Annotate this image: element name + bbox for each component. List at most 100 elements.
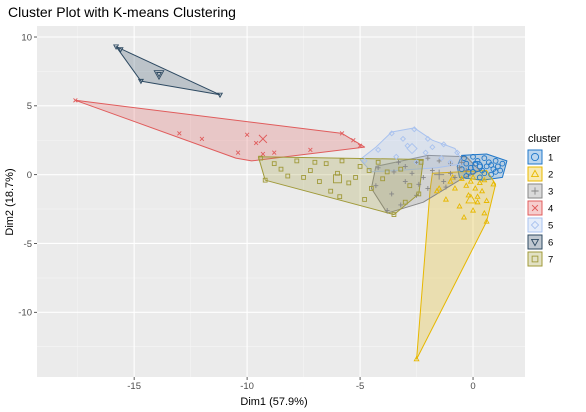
cluster-7-point xyxy=(312,159,318,165)
y-tick-label: 5 xyxy=(27,101,32,112)
cluster-1-point xyxy=(499,160,506,167)
cluster-2-point xyxy=(447,178,454,184)
y-axis-title: Dim2 (18.7%) xyxy=(4,168,16,235)
cluster-7-center xyxy=(333,174,342,184)
cluster-5-point xyxy=(393,153,400,160)
cluster-2-point xyxy=(463,182,470,188)
cluster-6-point xyxy=(155,72,163,78)
legend-key-7 xyxy=(527,251,543,267)
legend: cluster 1 2 3 4 5 6 7 xyxy=(527,133,561,267)
cluster-2-point xyxy=(474,198,481,205)
cluster-4-point xyxy=(308,147,313,153)
cluster-3-point xyxy=(389,191,395,197)
cluster-7-point xyxy=(398,166,404,172)
cluster-2-point xyxy=(483,197,490,203)
cluster-1-point xyxy=(461,155,467,161)
cluster-6-point xyxy=(137,78,144,85)
cluster-4-point xyxy=(235,150,241,155)
cluster-4-point xyxy=(73,98,78,103)
cluster-3-point xyxy=(375,165,381,171)
cluster-7-point xyxy=(262,177,268,183)
cluster-3-point xyxy=(396,159,401,165)
cluster-7-point xyxy=(369,186,374,191)
legend-key-1 xyxy=(527,149,543,165)
cluster-3-point xyxy=(391,169,397,175)
cluster-7-point xyxy=(337,194,343,200)
cluster-points xyxy=(73,44,506,362)
cluster-1-point xyxy=(481,155,488,161)
cluster-7-point xyxy=(380,176,386,182)
y-tick-label: -5 xyxy=(24,239,32,250)
y-tick-label: 0 xyxy=(27,170,32,181)
cluster-5-point xyxy=(424,135,431,142)
cluster-1-point xyxy=(492,158,499,164)
legend-symbol-5 xyxy=(530,220,540,230)
y-tick-label: 10 xyxy=(21,32,32,43)
cluster-5-point xyxy=(375,146,382,153)
cluster-5-point xyxy=(399,135,407,142)
cluster-3-center xyxy=(434,169,445,180)
cluster-2-point xyxy=(467,178,474,184)
cluster-1-point xyxy=(463,160,470,167)
cluster-3-point xyxy=(429,168,435,173)
legend-label-6: 6 xyxy=(548,238,553,249)
cluster-7-point xyxy=(339,158,345,164)
x-axis-title: Dim1 (57.9%) xyxy=(240,396,307,408)
legend-key-2 xyxy=(527,166,543,182)
cluster-5-point xyxy=(361,157,368,164)
cluster-3-point xyxy=(436,158,442,164)
y-tick-label: -10 xyxy=(18,308,32,319)
legend-key-5 xyxy=(527,217,543,233)
cluster-7-point xyxy=(402,199,408,205)
cluster-5-point xyxy=(447,159,454,166)
cluster-6-point xyxy=(216,92,224,99)
cluster-1-point xyxy=(470,153,476,160)
cluster-7-point xyxy=(271,161,277,167)
cluster-5-point xyxy=(413,159,420,166)
cluster-3-point xyxy=(425,186,431,191)
cluster-4-point xyxy=(339,131,345,136)
legend-key-6 xyxy=(527,234,543,250)
cluster-1-point xyxy=(488,171,494,178)
grid xyxy=(37,26,525,377)
cluster-2-point xyxy=(458,175,465,181)
cluster-2-center xyxy=(465,193,477,204)
legend-label-3: 3 xyxy=(548,187,553,198)
cluster-2-point xyxy=(474,193,481,199)
cluster-7-point xyxy=(366,168,372,173)
cluster-5-point xyxy=(422,149,429,156)
cluster-3-point xyxy=(402,179,408,184)
cluster-6-center xyxy=(153,70,165,81)
cluster-2-point xyxy=(451,185,459,191)
cluster-7-point xyxy=(323,161,329,167)
cluster-2-point xyxy=(490,180,497,187)
legend-symbol-6 xyxy=(530,239,540,247)
x-tick-label: -15 xyxy=(127,381,141,392)
cluster-3-point xyxy=(409,170,415,176)
legend-label-5: 5 xyxy=(548,221,553,232)
cluster-5-point xyxy=(438,155,445,162)
cluster-3-point xyxy=(420,175,426,180)
cluster-2-point xyxy=(481,209,488,216)
cluster-7-point xyxy=(362,197,367,202)
cluster-7-point xyxy=(285,173,291,179)
cluster-7-point xyxy=(416,191,422,197)
cluster-7-point xyxy=(278,166,284,172)
cluster-3-point xyxy=(448,170,453,176)
cluster-2-point xyxy=(469,174,477,180)
cluster-7-point xyxy=(258,155,264,161)
cluster-7-point xyxy=(294,158,300,164)
cluster-3-point xyxy=(414,159,419,165)
cluster-5-point xyxy=(411,126,418,133)
cluster-4-point xyxy=(260,151,266,157)
cluster-7-point xyxy=(301,175,306,180)
cluster-3-point xyxy=(416,181,422,187)
cluster-2-point xyxy=(413,355,420,362)
cluster-7-point xyxy=(418,159,424,165)
cluster-1-point xyxy=(488,162,494,168)
cluster-1-point xyxy=(481,170,488,177)
cluster-7-point xyxy=(328,188,334,194)
cluster-3-point xyxy=(452,175,458,180)
chart-title: Cluster Plot with K-means Clustering xyxy=(8,4,236,20)
